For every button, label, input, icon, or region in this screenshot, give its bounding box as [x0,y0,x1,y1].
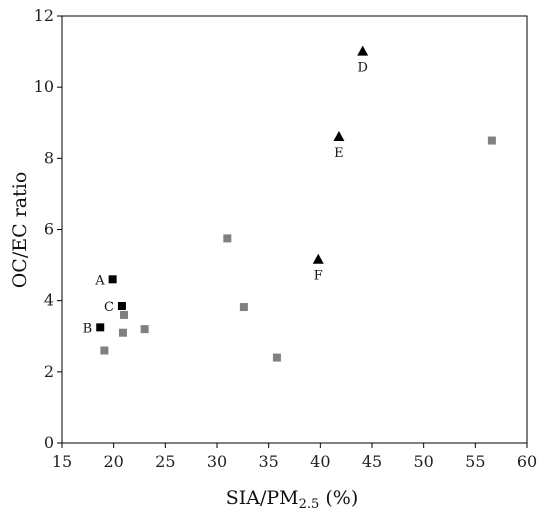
data-point-square [108,275,117,284]
x-axis-title-subscript: 2.5 [299,497,320,512]
data-point-label: C [104,300,114,315]
data-point-triangle [333,130,345,141]
y-tick-label: 4 [44,291,54,310]
data-point-square [487,136,496,145]
y-tick-label: 0 [44,433,54,452]
x-tick-label: 55 [465,452,485,471]
data-point-square [96,323,105,332]
x-axis-title: SIA/PM2.5 (%) [226,487,359,512]
x-tick-label: 60 [517,452,537,471]
data-point-square [140,325,149,334]
x-tick-label: 30 [207,452,227,471]
y-tick-label: 6 [44,220,54,239]
data-point-square [272,353,281,362]
x-axis-title-suffix: (%) [319,487,358,509]
x-tick-label: 50 [413,452,433,471]
y-tick-label: 12 [34,6,54,25]
data-point-label: A [94,273,105,288]
x-tick-label: 25 [155,452,175,471]
data-point-label: B [83,321,93,336]
y-axis-title: OC/EC ratio [9,172,31,289]
x-tick-label: 20 [103,452,123,471]
data-point-triangle [357,45,369,56]
x-tick-label: 15 [52,452,72,471]
x-axis-title-main: SIA/PM [226,487,299,509]
y-tick-label: 2 [44,362,54,381]
data-point-triangle [312,253,324,264]
data-point-label: E [334,146,344,161]
data-point-label: D [357,61,367,76]
data-point-square [223,234,232,243]
data-point-label: F [314,269,323,284]
data-point-square [117,302,126,311]
y-tick-label: 8 [44,148,54,167]
x-tick-label: 35 [258,452,278,471]
data-points: A BC D E F [83,45,496,362]
axes: 15 20 25 30 35 40 45 50 55 60 0 2 4 6 8 10 12 [34,6,538,471]
data-point-square [100,346,109,355]
y-tick-label: 10 [34,77,54,96]
x-tick-label: 40 [310,452,330,471]
data-point-square [120,310,128,319]
data-point-square [239,303,248,312]
x-tick-label: 45 [362,452,382,471]
data-point-square [118,328,127,337]
plot-frame [61,15,528,444]
